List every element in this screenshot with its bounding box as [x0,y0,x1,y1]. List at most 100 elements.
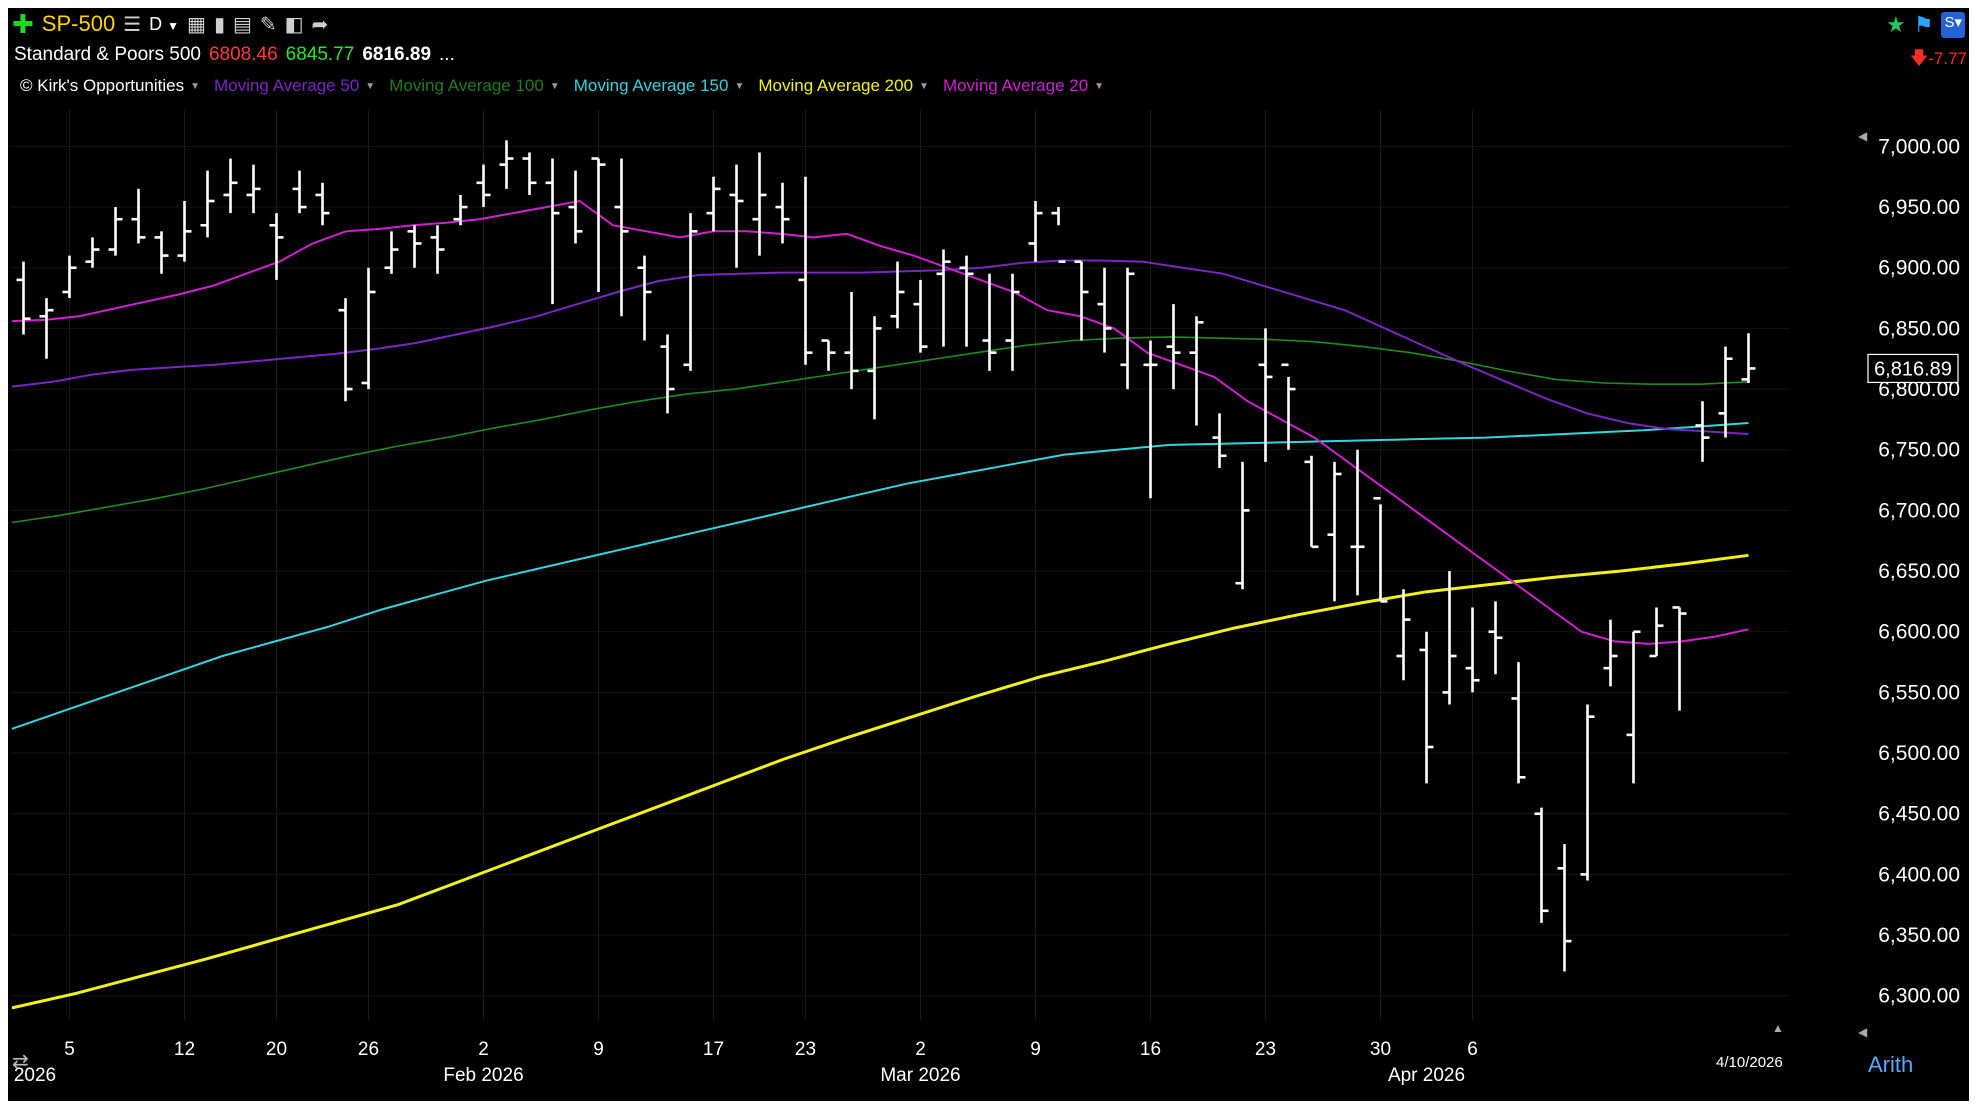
ohlc-bar [729,164,744,268]
ohlc-bar [1028,201,1043,262]
legend-dropdown-icon[interactable]: ▼ [549,80,560,92]
high-value: 6845.77 [285,44,355,65]
ohlc-bar [292,170,307,214]
symbol-label[interactable]: SP-500 [41,11,116,36]
ohlc-bar [867,316,882,420]
x-tick-label: 26 [358,1039,379,1060]
close-value: 6816.89 [362,44,432,65]
ohlc-bar [85,237,100,268]
last-price-box [1867,353,1959,384]
x-tick-label: 30 [1370,1039,1391,1060]
ohlc-bar [568,170,583,244]
legend-dropdown-icon[interactable]: ▼ [1094,80,1105,92]
pencil-icon[interactable]: ✎ [259,13,277,36]
bar-chart-icon[interactable]: ▮ [213,13,225,36]
x-tick-label: 20 [266,1039,287,1060]
notes-icon[interactable]: ◧ [284,13,304,36]
ohlc-bar [223,158,238,214]
ohlc-bar [453,194,468,226]
ohlc-bar [706,176,721,232]
x-tick-label: 2 [915,1039,926,1060]
chart-panel [8,8,1969,1101]
y-tick-label: 6,750.00 [1878,439,1960,462]
instrument-name: Standard & Poors 500 [14,44,201,65]
ohlc-bar [1465,607,1480,693]
star-icon[interactable]: ★ [1885,12,1906,37]
cycle-icon: ⇄ [12,1051,29,1073]
axis-scroll-icon: ◀ [1858,129,1868,143]
legend-label: Moving Average 100 [389,76,544,95]
ohlc-bar [384,231,399,274]
ohlc-bar [1695,401,1710,462]
month-label: 2026 [14,1065,56,1086]
ohlc-bar [913,279,928,353]
legend-label: © Kirk's Opportunities [20,76,185,95]
ma150-line [11,422,1749,730]
ohlc-bar [361,267,376,390]
x-tick-label: 9 [1030,1039,1041,1060]
more-ellipsis[interactable]: ... [439,44,455,65]
legend-dropdown-icon[interactable]: ▼ [365,80,376,92]
legend-dropdown-icon[interactable]: ▼ [919,80,929,92]
ohlc-bar [407,225,422,268]
chart-type-icon[interactable]: ▦ [187,13,206,36]
ohlc-bar [683,213,698,371]
ohlc-bar [1649,607,1664,658]
y-tick-label: 6,600.00 [1878,621,1960,644]
legend-item[interactable]: Moving Average 150 ▼ [574,76,745,96]
legend-label: Moving Average 20 [942,76,1089,95]
ohlc-bar [1143,340,1158,499]
x-tick-label: 17 [703,1039,724,1060]
ohlc-bar [16,261,31,335]
ohlc-bar [1419,631,1434,784]
legend-item[interactable]: Moving Average 200 ▼ [758,76,929,96]
list-icon[interactable]: ☰ [123,13,142,36]
ohlc-bar [752,152,767,256]
period-select[interactable]: D ▼ [149,13,180,34]
ohlc-bar [39,298,54,359]
ohlc-bar [499,140,514,189]
y-tick-label: 6,900.00 [1878,257,1960,280]
month-label: Feb 2026 [443,1065,523,1086]
y-tick-label: 6,850.00 [1878,317,1960,340]
legend-label: Moving Average 50 [214,76,360,95]
x-tick-label: 23 [1255,1039,1276,1060]
quote-row: Standard & Poors 500 6808.46 6845.77 681… [14,44,455,66]
ohlc-bar [1718,346,1733,438]
scale-toggle[interactable]: Arith [1868,1052,1914,1077]
ohlc-bar [545,158,560,305]
ma20-line [11,199,1749,645]
calculator-icon[interactable]: ▤ [232,13,252,36]
s-menu-icon[interactable]: S▾ [1941,12,1965,38]
ohlc-bar [1281,363,1296,450]
ohlc-bar [1557,844,1572,972]
y-tick-label: 6,350.00 [1878,924,1960,947]
ohlc-bar [1166,304,1181,390]
add-symbol-icon[interactable]: ✚ [12,8,34,39]
ohlc-bar [1350,449,1365,596]
legend-dropdown-icon[interactable]: ▼ [190,80,201,92]
ohlc-bar [1258,328,1273,462]
current-date: 4/10/2026 [1716,1054,1783,1071]
flag-icon[interactable]: ⚑ [1913,12,1934,37]
ohlc-bar [154,231,169,274]
legend-item[interactable]: © Kirk's Opportunities ▼ [20,76,200,96]
month-label: Mar 2026 [880,1065,960,1086]
ohlc-bar [959,255,974,347]
legend-item[interactable]: Moving Average 20 ▼ [943,76,1104,96]
y-tick-label: 6,650.00 [1878,560,1960,583]
legend-dropdown-icon[interactable]: ▼ [734,80,745,92]
x-tick-label: 9 [593,1039,604,1060]
ohlc-bar [1212,413,1227,468]
legend-item[interactable]: Moving Average 100 ▼ [389,76,560,96]
ohlc-bar [1580,704,1595,881]
ohlc-bar [936,249,951,347]
ohlc-bar [1235,461,1250,590]
ohlc-bar [1626,630,1641,784]
y-tick-label: 6,700.00 [1878,499,1960,522]
share-icon[interactable]: ➦ [311,13,329,36]
legend-item[interactable]: Moving Average 50 ▼ [214,76,375,96]
ohlc-bar [1741,333,1756,383]
